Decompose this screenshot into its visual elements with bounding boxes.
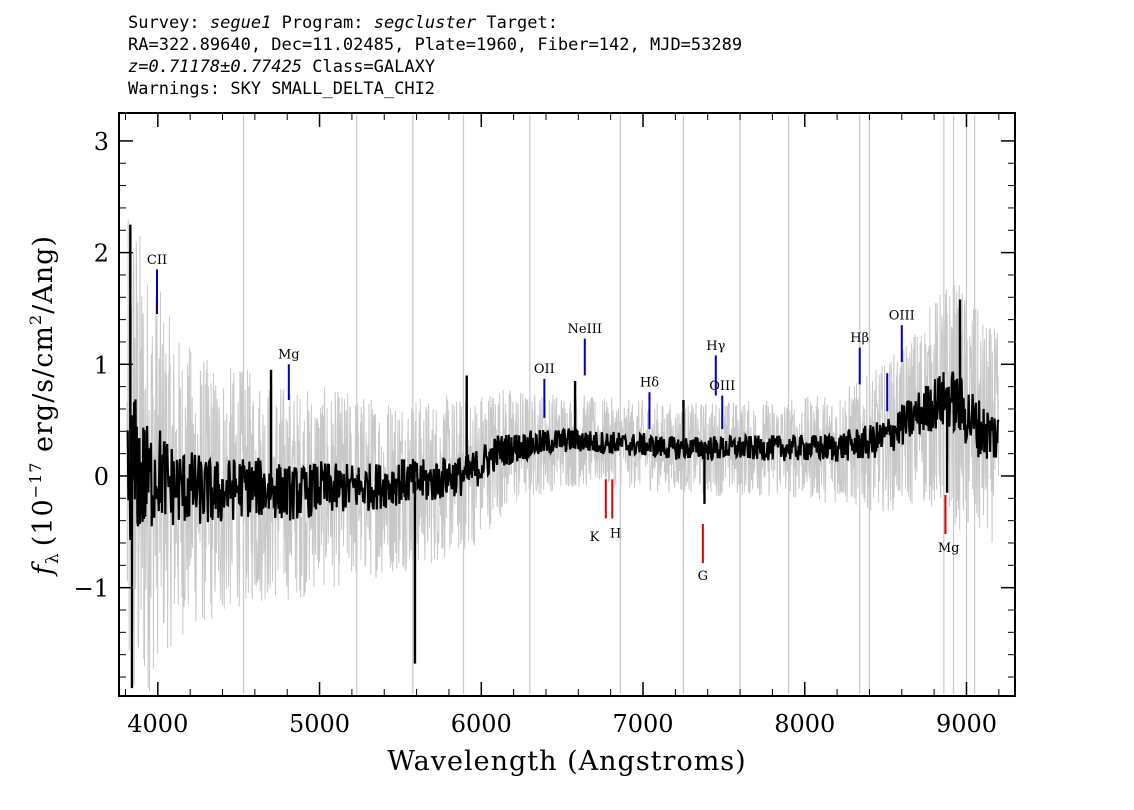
redshift-value: z=0.71178±0.77425 (128, 57, 302, 77)
flux-series-group (126, 224, 1000, 689)
x-tick-label-3: 7000 (612, 710, 673, 738)
y-axis-prefix: (10 (28, 498, 59, 546)
emission-line-label-3: NeIII (568, 322, 602, 337)
program-value: segcluster (373, 13, 477, 33)
survey-value: segue1 (209, 13, 272, 33)
y-axis-exponent: −17 (26, 462, 45, 499)
emission-line-label-1: Mg (278, 348, 300, 363)
program-label: Program: (281, 13, 364, 33)
emission-line-label-9: OIII (889, 309, 915, 324)
spectral-line-markers: CII Mg OII NeIII Hδ Hγ OIII Hβ OIII K H G Mg (147, 253, 960, 584)
y-tick-label-2: 1 (94, 351, 109, 379)
header-warnings: Warnings: SKY SMALL_DELTA_CHI2 (128, 79, 436, 99)
axis-ticks: 4000 5000 6000 7000 8000 9000 −1 0 1 2 3 (74, 113, 1015, 738)
y-tick-label-0: −1 (74, 575, 109, 603)
spectrum-header: Survey: segue1 Program: segcluster Targe… (128, 12, 742, 100)
x-tick-label-0: 4000 (127, 710, 188, 738)
x-axis-title: Wavelength (Angstroms) (387, 746, 746, 777)
emission-line-label-4: Hδ (640, 376, 659, 391)
emission-line-label-6: OIII (709, 379, 735, 394)
emission-line-label-0: CII (147, 253, 167, 268)
y-axis-symbol-sub: λ (43, 552, 63, 564)
y-axis-title: fλ (10−17 erg/s/cm2/Ang) (26, 235, 63, 577)
y-tick-label-1: 0 (94, 463, 109, 491)
header-line-2: RA=322.89640, Dec=11.02485, Plate=1960, … (128, 35, 743, 55)
y-axis-exponent-2: 2 (26, 314, 45, 325)
emission-line-label-5: Hγ (706, 339, 725, 354)
error-series-line (126, 219, 1000, 692)
x-tick-label-2: 6000 (451, 710, 512, 738)
absorption-line-label-2: G (698, 569, 708, 584)
x-tick-label-4: 8000 (774, 710, 835, 738)
x-tick-label-1: 5000 (289, 710, 350, 738)
absorption-line-label-3: Mg (938, 541, 960, 556)
y-tick-label-3: 2 (94, 240, 109, 268)
class-value: Class=GALAXY (312, 57, 436, 77)
header-line-3: z=0.71178±0.77425 Class=GALAXY (128, 56, 742, 78)
header-line-1: Survey: segue1 Program: segcluster Targe… (128, 12, 742, 34)
survey-label: Survey: (128, 13, 200, 33)
error-series-group (126, 219, 1000, 692)
emission-line-label-7: Hβ (850, 331, 869, 346)
emission-line-label-2: OII (534, 362, 555, 377)
absorption-line-label-0: K (590, 530, 600, 545)
x-tick-label-5: 9000 (936, 710, 997, 738)
y-axis-units-end: /Ang) (28, 235, 59, 314)
target-label: Target: (486, 13, 558, 33)
sky-line-group (242, 115, 976, 694)
y-axis-symbol: f (28, 561, 59, 577)
plot-frame (118, 112, 1016, 697)
absorption-line-label-1: H (610, 526, 621, 541)
y-tick-label-4: 3 (94, 128, 109, 156)
y-axis-units: erg/s/cm (28, 325, 59, 462)
flux-series-line (126, 371, 1000, 541)
